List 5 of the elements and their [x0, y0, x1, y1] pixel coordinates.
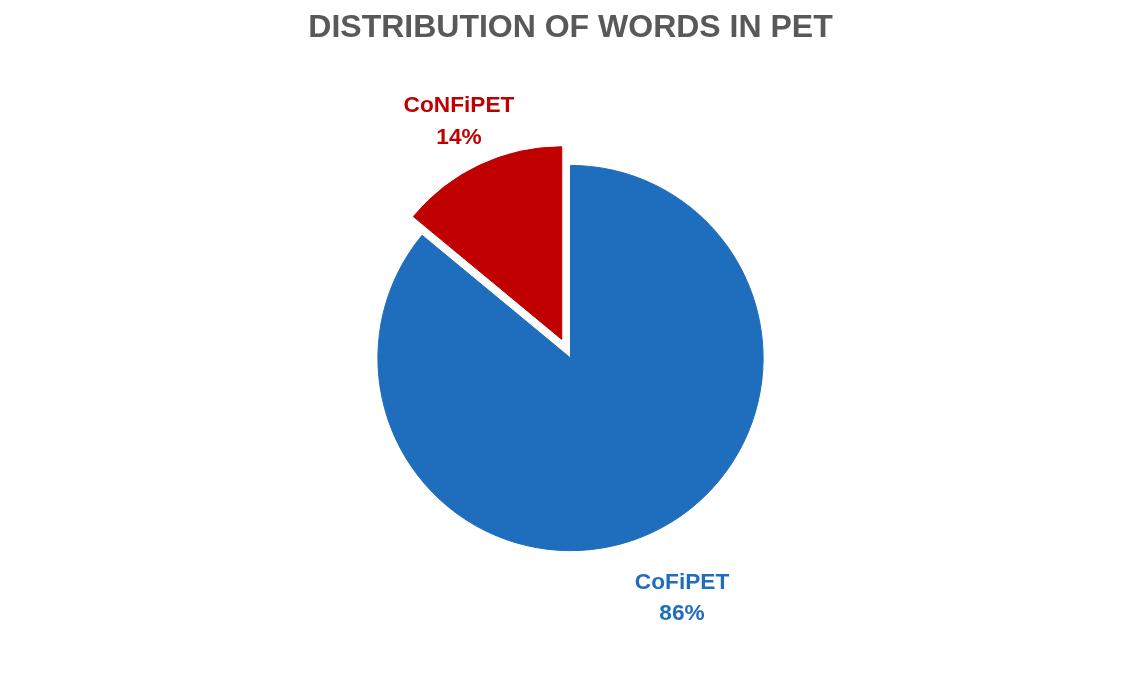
chart-title: DISTRIBUTION OF WORDS IN PET: [308, 7, 834, 44]
slice-label: CoNFiPET: [403, 91, 515, 118]
slice-label: CoFiPET: [634, 567, 730, 594]
data-label: 86%: [659, 598, 705, 625]
data-label: 14%: [436, 122, 482, 149]
